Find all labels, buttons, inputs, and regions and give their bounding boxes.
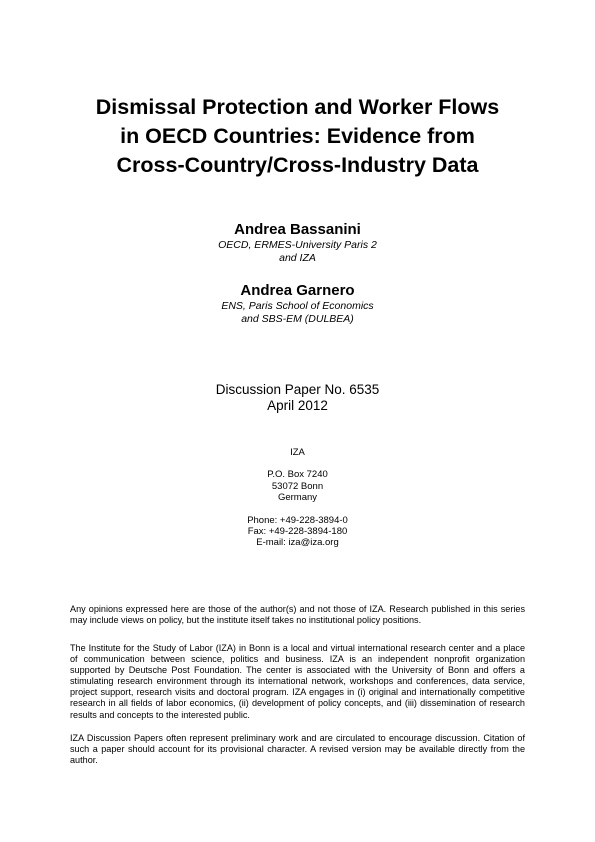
author-2: Andrea Garnero ENS, Paris School of Econ… xyxy=(0,282,595,326)
affiliation-line: OECD, ERMES-University Paris 2 xyxy=(218,239,377,251)
paper-number: Discussion Paper No. 6535 xyxy=(215,382,380,397)
address-line: 53072 Bonn xyxy=(271,480,324,492)
author-affiliation: ENS, Paris School of Economics and SBS-E… xyxy=(0,300,595,326)
title-line: in OECD Countries: Evidence from xyxy=(120,124,475,148)
author-1: Andrea Bassanini OECD, ERMES-University … xyxy=(0,221,595,265)
author-name: Andrea Garnero xyxy=(240,282,355,299)
affiliation-line: and IZA xyxy=(279,252,316,264)
institute-name: IZA xyxy=(290,447,305,458)
paper-date: April 2012 xyxy=(267,398,328,413)
address-line: Germany xyxy=(277,492,318,504)
discussion-paper-note-paragraph: IZA Discussion Papers often represent pr… xyxy=(70,733,525,766)
author-affiliation: OECD, ERMES-University Paris 2 and IZA xyxy=(0,239,595,265)
address-line: P.O. Box 7240 xyxy=(267,469,328,481)
discussion-paper-note-text: IZA Discussion Papers often represent pr… xyxy=(70,733,525,766)
disclaimer-text: Any opinions expressed here are those of… xyxy=(70,604,525,626)
affiliation-line: and SBS-EM (DULBEA) xyxy=(241,313,354,325)
title-line: Dismissal Protection and Worker Flows xyxy=(95,95,500,119)
institute-contact: IZA P.O. Box 7240 53072 Bonn Germany Pho… xyxy=(0,447,595,549)
title-line: Cross-Country/Cross-Industry Data xyxy=(116,153,479,177)
fax-number: Fax: +49-228-3894-180 xyxy=(247,526,348,538)
email-address: E-mail: iza@iza.org xyxy=(256,537,339,549)
author-name: Andrea Bassanini xyxy=(234,221,361,238)
discussion-paper-info: Discussion Paper No. 6535 April 2012 xyxy=(0,382,595,414)
institute-description-paragraph: The Institute for the Study of Labor (IZ… xyxy=(70,643,525,721)
phone-number: Phone: +49-228-3894-0 xyxy=(247,514,348,526)
institute-description-text: The Institute for the Study of Labor (IZ… xyxy=(70,643,525,720)
affiliation-line: ENS, Paris School of Economics xyxy=(221,300,374,312)
paper-title: Dismissal Protection and Worker Flows in… xyxy=(40,93,555,180)
disclaimer-paragraph: Any opinions expressed here are those of… xyxy=(70,604,525,626)
